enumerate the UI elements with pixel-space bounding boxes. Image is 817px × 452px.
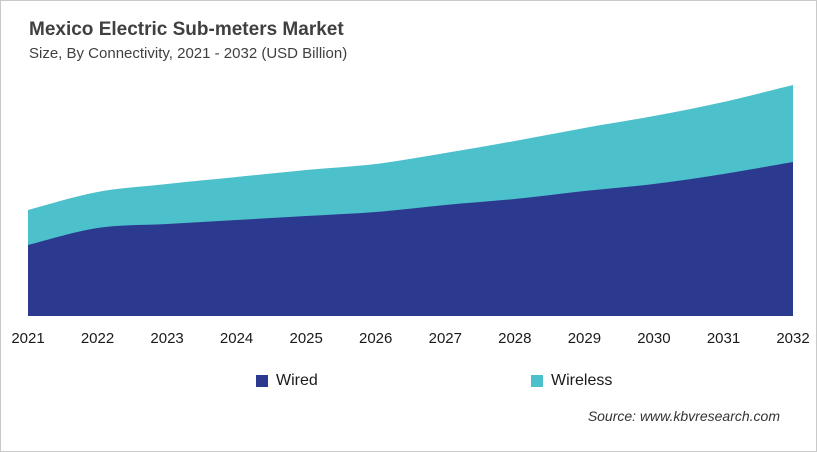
x-axis-label: 2030	[637, 330, 671, 347]
stacked-area-chart	[28, 85, 793, 316]
x-axis-label: 2032	[776, 330, 810, 347]
chart-title: Mexico Electric Sub-meters Market	[29, 19, 344, 40]
legend-swatch-wireless	[531, 375, 543, 387]
x-axis: 2021 2022 2023 2024 2025 2026 2027 2028 2029 2030…	[11, 330, 809, 348]
x-axis-label: 2031	[706, 330, 741, 347]
x-axis-label: 2024	[219, 330, 254, 347]
x-axis-label: 2025	[289, 330, 323, 347]
x-axis-label: 2021	[11, 330, 45, 347]
x-axis-label: 2022	[80, 330, 115, 347]
plot-area	[28, 76, 793, 316]
legend: Wired Wireless	[1, 372, 816, 394]
x-axis-label: 2029	[567, 330, 602, 347]
chart-header: Mexico Electric Sub-meters Market Size, …	[29, 19, 347, 62]
legend-label-wireless: Wireless	[551, 372, 613, 389]
legend-item-wireless: Wireless	[531, 372, 612, 390]
x-axis-label: 2026	[359, 330, 393, 347]
chart-subtitle: Size, By Connectivity, 2021 - 2032 (USD …	[29, 44, 348, 62]
x-axis-label: 2027	[428, 330, 462, 347]
legend-swatch-wired	[256, 375, 268, 387]
legend-label-wired: Wired	[276, 372, 318, 389]
x-axis-label: 2028	[498, 330, 532, 347]
wired-area	[28, 162, 793, 316]
x-axis-label: 2023	[150, 330, 184, 347]
source-credit: Source: www.kbvresearch.com	[587, 408, 780, 424]
legend-item-wired: Wired	[256, 372, 318, 390]
